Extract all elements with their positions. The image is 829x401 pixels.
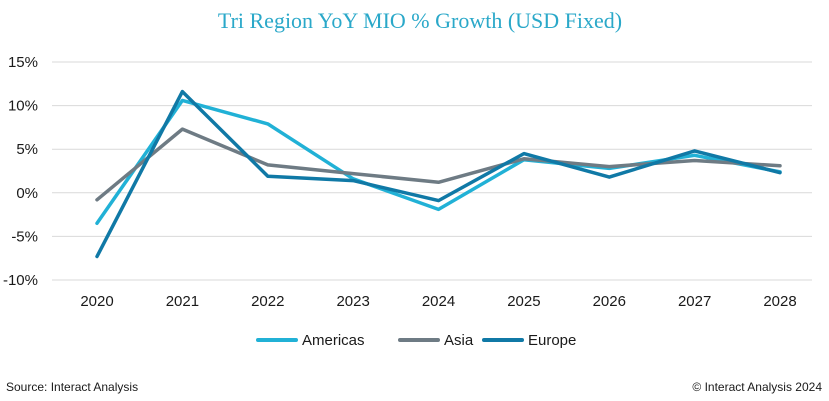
y-tick-label: 10% xyxy=(8,98,38,115)
series-line-europe xyxy=(95,89,782,259)
gridlines xyxy=(52,61,812,281)
y-axis-ticks: -10% -5% 0% 5% 10% 15% xyxy=(3,54,38,289)
source-note: Source: Interact Analysis xyxy=(6,380,138,394)
x-tick-label: 2020 xyxy=(80,293,113,310)
x-tick-label: 2021 xyxy=(166,293,199,310)
x-axis-ticks: 2020 2021 2022 2023 2024 2025 2026 2027 2028 xyxy=(80,293,796,310)
chart-title: Tri Region YoY MIO % Growth (USD Fixed) xyxy=(218,8,622,33)
legend-label-europe: Europe xyxy=(528,332,576,349)
legend-label-asia: Asia xyxy=(444,332,474,349)
x-tick-label: 2028 xyxy=(763,293,796,310)
copyright-note: © Interact Analysis 2024 xyxy=(692,380,822,394)
y-tick-label: 15% xyxy=(8,54,38,71)
y-tick-label: -10% xyxy=(3,272,38,289)
x-tick-label: 2025 xyxy=(507,293,540,310)
x-tick-label: 2026 xyxy=(593,293,626,310)
x-tick-label: 2023 xyxy=(336,293,369,310)
legend-label-americas: Americas xyxy=(302,332,365,349)
x-tick-label: 2027 xyxy=(678,293,711,310)
y-tick-label: 0% xyxy=(16,185,38,202)
y-tick-label: 5% xyxy=(16,141,38,158)
y-tick-label: -5% xyxy=(11,228,38,245)
x-tick-label: 2022 xyxy=(251,293,284,310)
series-lines xyxy=(95,89,782,259)
x-tick-label: 2024 xyxy=(422,293,455,310)
series-line-asia xyxy=(95,127,782,202)
legend: Americas Asia Europe xyxy=(256,332,576,349)
